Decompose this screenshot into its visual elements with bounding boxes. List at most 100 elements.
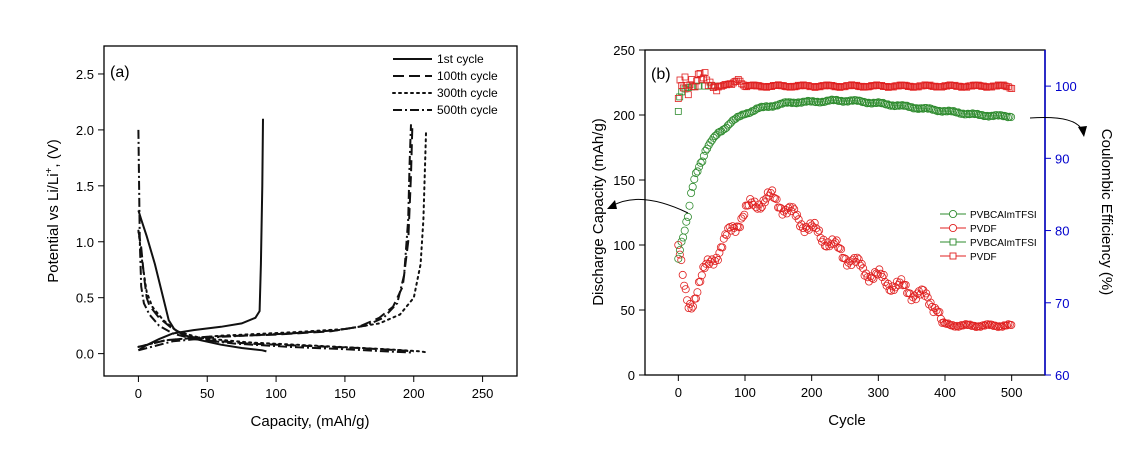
pvdf-efficiency-marker [884,84,892,91]
pvdf-capacity-marker [853,253,862,262]
b-legend-label: PVBCAImTFSI [970,210,1037,221]
pvdf-capacity-marker [785,202,794,211]
pvdf-efficiency-marker [704,82,712,89]
pvdf-capacity-marker [815,226,824,235]
b-legend-label: PVDF [970,224,997,235]
pvbca-capacity-marker [792,99,801,108]
pvdf-capacity-marker [681,285,690,294]
efficiency-axis-arrowhead [1078,126,1087,137]
pvdf-efficiency-marker [809,83,817,90]
pvbca-capacity-marker [861,98,870,107]
pvdf-efficiency-marker [909,83,917,91]
pvdf-efficiency-marker [914,83,922,91]
b-left-y-tick-label: 150 [613,173,635,188]
pvdf-capacity-marker [847,260,856,269]
pvdf-efficiency-marker [999,81,1007,89]
pvdf-capacity-marker [891,283,900,292]
pvdf-capacity-marker [892,277,901,286]
pvdf-capacity-marker [744,201,753,210]
pvdf-efficiency-marker [784,83,792,90]
pvdf-capacity-marker [760,198,769,207]
b-legend-square-marker [949,238,957,246]
pvdf-efficiency-marker [688,76,696,83]
pvdf-efficiency-marker [729,79,737,87]
pvbca-capacity-marker [683,212,692,221]
b-x-tick-label: 100 [734,385,756,400]
efficiency-axis-arrow [1029,117,1083,131]
pvdf-efficiency-marker [1004,83,1012,91]
pvbca-capacity-marker [888,101,897,110]
a-x-tick-label: 50 [200,386,214,401]
panel-b-left-y-ticks: 0 50 100 150 200 250 [613,43,645,383]
pvdf-efficiency-marker [924,82,932,89]
pvdf-efficiency-marker [719,82,727,89]
pvdf-efficiency-marker [701,69,709,76]
pvdf-capacity-marker [766,188,775,197]
pvdf-capacity-marker [691,294,700,303]
a-x-tick-label: 100 [265,386,287,401]
pvdf-efficiency-marker [804,82,812,89]
pvdf-capacity-marker [872,269,881,278]
pvbca-capacity-marker [959,109,968,118]
pvdf-capacity-marker [961,320,970,329]
pvbca-capacity-marker [867,99,876,108]
panel-b-label: (b) [651,66,671,83]
pvdf-capacity-marker [772,195,781,204]
pvbca-capacity-marker [797,98,806,107]
pvbca-capacity-marker [699,151,708,160]
panel-b-x-ticks: 0 100 200 300 400 500 [675,375,1023,400]
pvdf-capacity-marker [1002,321,1011,330]
pvdf-efficiency-marker [739,81,747,89]
pvdf-capacity-marker [875,265,884,274]
a-curve-300th-cycle-discharge [137,229,429,354]
pvdf-efficiency-marker [689,83,697,90]
pvbca-capacity-marker [680,226,689,235]
panel-a-x-ticks: 0 50 100 150 200 250 [135,376,493,401]
b-legend-circle-marker [948,223,958,233]
pvdf-capacity-marker [718,243,727,252]
pvdf-capacity-marker [835,244,844,253]
pvdf-efficiency-marker [774,81,782,89]
a-legend-label: 300th cycle [437,86,498,100]
pvdf-efficiency-marker [698,75,706,83]
pvbca-capacity-marker [698,157,707,166]
pvbca-capacity-marker [685,201,694,210]
pvdf-efficiency-marker [869,82,877,90]
pvdf-capacity-marker [910,291,919,300]
pvdf-capacity-marker [878,272,887,281]
pvdf-efficiency-marker [794,81,802,89]
pvdf-efficiency-marker [899,82,907,90]
panel-b-legend: PVBCAImTFSI PVDF PVBCAImTFSI PVDF [940,209,1037,263]
capacity-axis-arrowhead [607,200,617,209]
pvdf-capacity-marker [700,263,709,272]
pvdf-capacity-marker [784,204,793,213]
pvdf-capacity-marker [848,255,857,264]
pvdf-capacity-marker [709,260,718,269]
pvbca-capacity-marker [816,98,825,107]
pvdf-capacity-marker [675,250,684,259]
pvbca-capacity-marker [687,188,696,197]
pvdf-efficiency-marker [979,82,987,90]
pvdf-capacity-marker [807,221,816,230]
pvdf-efficiency-marker [679,84,687,92]
pvdf-capacity-marker [689,302,698,311]
panel-b-left-y-label: Discharge Capacity (mAh/g) [590,118,607,306]
pvbca-capacity-marker [931,106,940,115]
pvbca-capacity-marker [762,102,771,111]
pvdf-capacity-marker [882,281,891,290]
pvdf-efficiency-marker [934,83,942,91]
pvdf-efficiency-marker [674,95,682,102]
pvbca-capacity-marker [919,104,928,113]
panel-a-frame [103,45,518,377]
pvdf-capacity-marker [810,218,819,227]
pvdf-capacity-marker [870,268,879,277]
pvdf-capacity-marker [771,194,780,203]
pvdf-efficiency-marker [834,83,842,91]
b-x-tick-label: 500 [1001,385,1023,400]
pvdf-capacity-marker [740,210,749,219]
b-right-y-tick-label: 70 [1055,296,1069,311]
pvdf-capacity-marker [926,298,935,307]
pvbca-capacity-marker [968,109,977,118]
pvbca-capacity-marker [693,167,702,176]
pvdf-capacity-marker [684,303,693,312]
